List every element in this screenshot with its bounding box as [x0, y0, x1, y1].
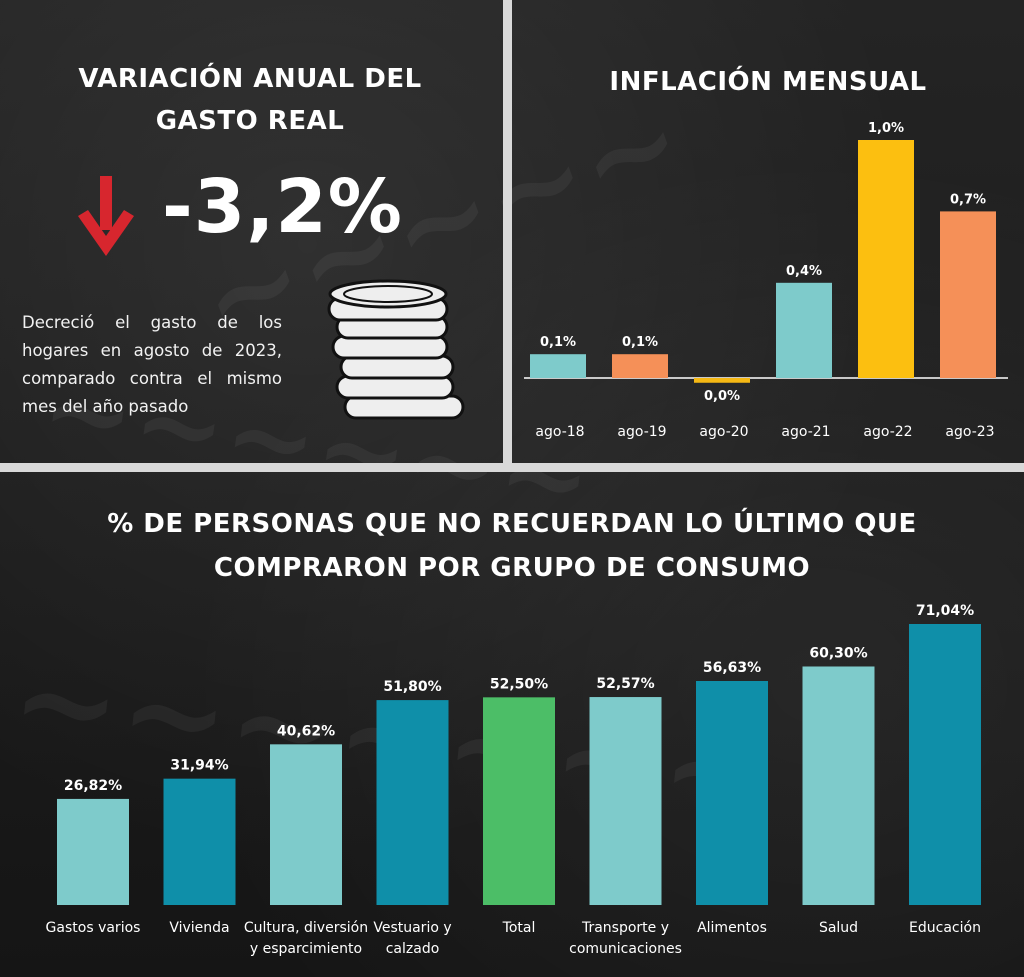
consumo-category-label: Cultura, diversión y esparcimiento — [244, 920, 368, 957]
consumo-bar — [270, 744, 342, 905]
consumo-category-label: Alimentos — [697, 920, 767, 936]
consumo-title: % DE PERSONAS QUE NO RECUERDAN LO ÚLTIMO… — [20, 502, 1004, 590]
consumo-data-label: 40,62% — [277, 723, 335, 739]
inflacion-category-label: ago-18 — [535, 424, 584, 440]
inflacion-category-label: ago-21 — [781, 424, 830, 440]
inflacion-title: INFLACIÓN MENSUAL — [609, 67, 927, 97]
consumo-data-label: 71,04% — [916, 603, 974, 619]
consumo-category-label: Educación — [909, 920, 981, 936]
gasto-real-title-line2: GASTO REAL — [155, 106, 345, 136]
consumo-category-label: Vivienda — [169, 920, 229, 936]
inflacion-bar — [858, 140, 914, 378]
down-arrow-icon — [78, 176, 134, 256]
consumo-category-label: Total — [502, 920, 536, 936]
gasto-real-title-line1: VARIACIÓN ANUAL DEL — [78, 64, 422, 94]
consumo-data-label: 60,30% — [809, 645, 867, 661]
gasto-real-value: -3,2% — [162, 164, 403, 250]
consumo-data-label: 31,94% — [170, 758, 228, 774]
inflacion-category-label: ago-22 — [863, 424, 912, 440]
inflacion-data-label: 0,1% — [540, 335, 576, 350]
gasto-real-description: Decreció el gasto de los hogares en agos… — [22, 313, 282, 416]
inflacion-bar — [530, 354, 586, 378]
consumo-bar — [589, 697, 662, 905]
inflacion-bar — [940, 211, 996, 378]
consumo-chart: 26,82% Gastos varios 31,94% Vivienda 40,62% C… — [46, 603, 981, 957]
inflacion-chart: 0,1% ago-18 0,1% ago-19 0,0% ago-20 0,4% ago-21… — [524, 121, 1008, 440]
consumo-bar — [802, 666, 875, 905]
consumo-data-label: 56,63% — [703, 660, 761, 676]
consumo-title-line1: % DE PERSONAS QUE NO RECUERDAN LO ÚLTIMO… — [107, 509, 917, 539]
consumo-data-label: 52,50% — [490, 676, 548, 692]
consumo-data-label: 51,80% — [383, 679, 441, 695]
consumo-bar — [376, 700, 449, 905]
consumo-bar — [163, 778, 236, 905]
inflacion-data-label: 0,1% — [622, 335, 658, 350]
consumo-title-line2: COMPRARON POR GRUPO DE CONSUMO — [213, 553, 811, 583]
inflacion-category-label: ago-19 — [617, 424, 666, 440]
inflacion-data-label: 0,0% — [704, 389, 740, 404]
consumo-bar — [909, 624, 981, 905]
inflacion-panel: INFLACIÓN MENSUAL 0,1% ago-18 0,1% ago-19 0,… — [512, 0, 1024, 463]
inflacion-data-label: 1,0% — [868, 121, 904, 136]
inflacion-bar — [776, 282, 832, 378]
inflacion-bar — [612, 354, 668, 378]
consumo-data-label: 26,82% — [64, 778, 122, 794]
consumo-category-label: Salud — [819, 920, 858, 936]
coins-icon — [327, 279, 465, 420]
horizontal-divider — [0, 463, 1024, 472]
consumo-category-label: Transporte y comunicaciones — [569, 920, 682, 957]
consumo-bar — [696, 680, 768, 905]
consumo-category-label: Gastos varios — [46, 920, 141, 936]
inflacion-data-label: 0,4% — [786, 264, 822, 279]
consumo-category-label: Vestuario y calzado — [373, 920, 451, 957]
vertical-divider — [503, 0, 512, 468]
inflacion-bar — [694, 378, 750, 383]
gasto-real-title: VARIACIÓN ANUAL DEL GASTO REAL — [20, 58, 480, 142]
inflacion-category-label: ago-23 — [945, 424, 994, 440]
consumo-bar — [57, 798, 129, 905]
gasto-real-panel: VARIACIÓN ANUAL DEL GASTO REAL -3,2% Dec… — [0, 0, 503, 463]
consumo-data-label: 52,57% — [596, 676, 654, 692]
inflacion-data-label: 0,7% — [950, 192, 986, 207]
consumo-bar — [483, 697, 555, 905]
consumo-panel: % DE PERSONAS QUE NO RECUERDAN LO ÚLTIMO… — [0, 472, 1024, 977]
inflacion-category-label: ago-20 — [699, 424, 748, 440]
